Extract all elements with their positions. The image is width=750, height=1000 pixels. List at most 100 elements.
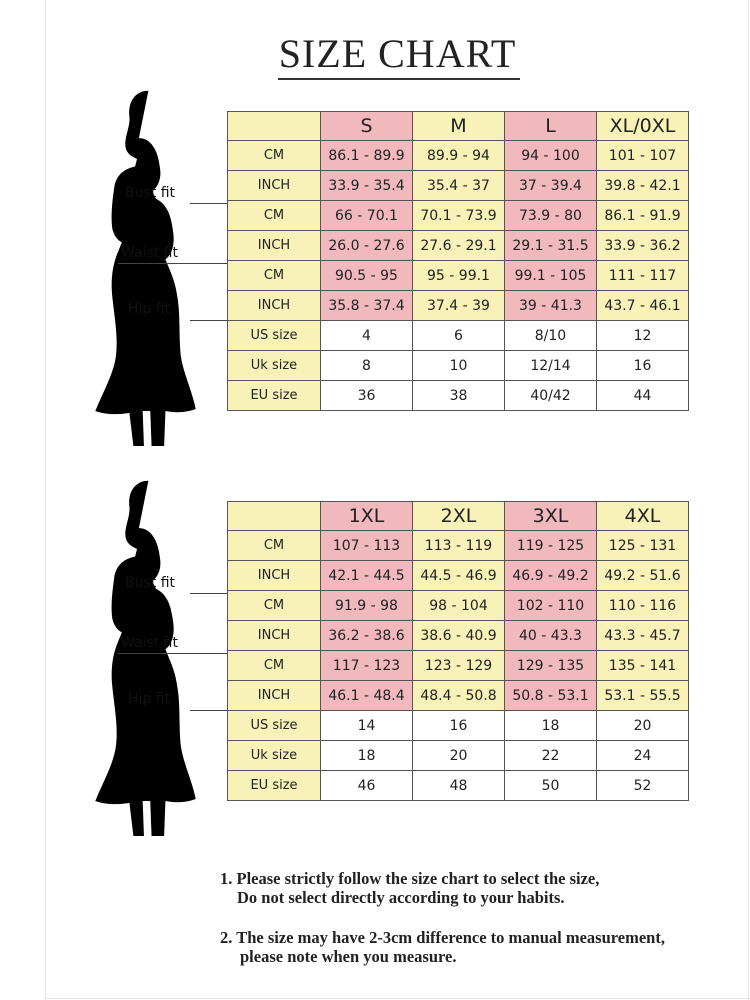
size-header-cell: 4XL <box>596 501 689 531</box>
table-cell: 48.4 - 50.8 <box>412 680 505 711</box>
row-label: INCH <box>227 230 321 261</box>
table-cell: 46.9 - 49.2 <box>504 560 597 591</box>
table-cell: 8 <box>320 350 413 381</box>
table-row: US size 14 16 18 20 <box>227 710 689 741</box>
corner-cell <box>227 111 321 141</box>
table-cell: 111 - 117 <box>596 260 689 291</box>
table-cell: 18 <box>320 740 413 771</box>
table-cell: 66 - 70.1 <box>320 200 413 231</box>
table-cell: 94 - 100 <box>504 140 597 171</box>
table-cell: 35.8 - 37.4 <box>320 290 413 321</box>
table-cell: 113 - 119 <box>412 530 505 561</box>
row-label: INCH <box>227 560 321 591</box>
table-row: INCH 46.1 - 48.4 48.4 - 50.8 50.8 - 53.1 53.… <box>227 680 689 711</box>
table-cell: 43.3 - 45.7 <box>596 620 689 651</box>
size-header-cell: 3XL <box>504 501 597 531</box>
table-cell: 6 <box>412 320 505 351</box>
table-cell: 129 - 135 <box>504 650 597 681</box>
table-cell: 14 <box>320 710 413 741</box>
table-cell: 107 - 113 <box>320 530 413 561</box>
row-label: CM <box>227 530 321 561</box>
table-cell: 102 - 110 <box>504 590 597 621</box>
table-cell: 48 <box>412 770 505 801</box>
table-row: CM 117 - 123 123 - 129 129 - 135 135 - 141 <box>227 650 689 681</box>
table-cell: 22 <box>504 740 597 771</box>
size-header-row: S M L XL/0XL <box>227 111 689 141</box>
table-cell: 86.1 - 91.9 <box>596 200 689 231</box>
corner-cell <box>227 501 321 531</box>
row-label: CM <box>227 260 321 291</box>
table-row: INCH 33.9 - 35.4 35.4 - 37 37 - 39.4 39.8 - … <box>227 170 689 201</box>
table-cell: 35.4 - 37 <box>412 170 505 201</box>
table-cell: 70.1 - 73.9 <box>412 200 505 231</box>
table-cell: 53.1 - 55.5 <box>596 680 689 711</box>
size-header-cell: 1XL <box>320 501 413 531</box>
row-label: Uk size <box>227 740 321 771</box>
table-cell: 46.1 - 48.4 <box>320 680 413 711</box>
table-row: Uk size 18 20 22 24 <box>227 740 689 771</box>
note-1-line-1: 1. Please strictly follow the size chart… <box>220 869 600 888</box>
table-cell: 125 - 131 <box>596 530 689 561</box>
table-cell: 86.1 - 89.9 <box>320 140 413 171</box>
bust-fit-label: Bust fit <box>125 575 176 591</box>
table-cell: 26.0 - 27.6 <box>320 230 413 261</box>
table-cell: 20 <box>596 710 689 741</box>
table-row: INCH 35.8 - 37.4 37.4 - 39 39 - 41.3 43.7 - … <box>227 290 689 321</box>
hip-fit-line <box>190 710 227 711</box>
row-label: CM <box>227 200 321 231</box>
row-label: EU size <box>227 380 321 411</box>
table-cell: 123 - 129 <box>412 650 505 681</box>
table-cell: 37.4 - 39 <box>412 290 505 321</box>
table-cell: 39 - 41.3 <box>504 290 597 321</box>
woman-silhouette-icon <box>95 90 196 446</box>
table-cell: 27.6 - 29.1 <box>412 230 505 261</box>
table-cell: 99.1 - 105 <box>504 260 597 291</box>
row-label: US size <box>227 320 321 351</box>
bust-fit-line <box>190 593 227 594</box>
row-label: CM <box>227 140 321 171</box>
table-row: INCH 42.1 - 44.5 44.5 - 46.9 46.9 - 49.2 49.… <box>227 560 689 591</box>
table-cell: 119 - 125 <box>504 530 597 561</box>
size-header-cell: S <box>320 111 413 141</box>
table-row: INCH 26.0 - 27.6 27.6 - 29.1 29.1 - 31.5 33.… <box>227 230 689 261</box>
table-row: CM 107 - 113 113 - 119 119 - 125 125 - 131 <box>227 530 689 561</box>
table-row: EU size 36 38 40/42 44 <box>227 380 689 411</box>
table-cell: 16 <box>412 710 505 741</box>
waist-fit-label: Waist fit <box>121 245 178 261</box>
table-cell: 16 <box>596 350 689 381</box>
table-cell: 38.6 - 40.9 <box>412 620 505 651</box>
table-cell: 40/42 <box>504 380 597 411</box>
table-row: CM 66 - 70.1 70.1 - 73.9 73.9 - 80 86.1 - 91… <box>227 200 689 231</box>
table-cell: 24 <box>596 740 689 771</box>
size-header-cell: 2XL <box>412 501 505 531</box>
row-label: CM <box>227 650 321 681</box>
woman-silhouette-icon <box>95 480 196 836</box>
table-cell: 10 <box>412 350 505 381</box>
size-header-cell: M <box>412 111 505 141</box>
row-label: INCH <box>227 620 321 651</box>
table-cell: 50.8 - 53.1 <box>504 680 597 711</box>
table-cell: 29.1 - 31.5 <box>504 230 597 261</box>
table-cell: 33.9 - 36.2 <box>596 230 689 261</box>
frame-left <box>45 0 46 1000</box>
table-cell: 20 <box>412 740 505 771</box>
note-1-line-2: Do not select directly according to your… <box>237 888 565 907</box>
frame-bottom <box>45 998 750 999</box>
size-table-1: S M L XL/0XL CM 86.1 - 89.9 89.9 - 94 94 - 100 1… <box>227 111 689 411</box>
table-row: EU size 46 48 50 52 <box>227 770 689 801</box>
table-cell: 110 - 116 <box>596 590 689 621</box>
title-underline <box>278 78 520 80</box>
table-cell: 12/14 <box>504 350 597 381</box>
table-row: INCH 36.2 - 38.6 38.6 - 40.9 40 - 43.3 43.3 … <box>227 620 689 651</box>
size-table-2: 1XL 2XL 3XL 4XL CM 107 - 113 113 - 119 119 - 12… <box>227 501 689 801</box>
table-cell: 73.9 - 80 <box>504 200 597 231</box>
table-cell: 117 - 123 <box>320 650 413 681</box>
table-cell: 37 - 39.4 <box>504 170 597 201</box>
row-label: INCH <box>227 290 321 321</box>
row-label: EU size <box>227 770 321 801</box>
waist-fit-line <box>118 653 227 654</box>
table-cell: 101 - 107 <box>596 140 689 171</box>
row-label: INCH <box>227 170 321 201</box>
size-header-row: 1XL 2XL 3XL 4XL <box>227 501 689 531</box>
